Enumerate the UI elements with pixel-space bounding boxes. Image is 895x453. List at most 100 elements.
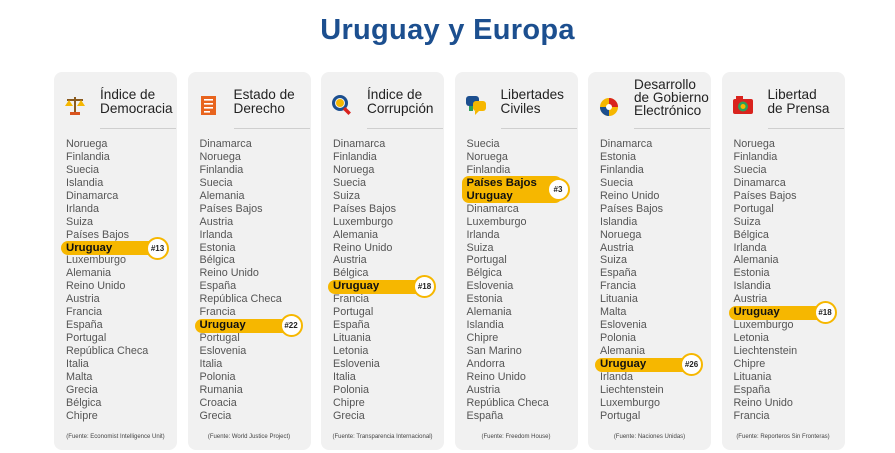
country-name: Finlandia <box>66 150 110 163</box>
rank-badge: #26 <box>680 353 703 377</box>
country-item: Austria <box>200 216 309 229</box>
country-item: Finlandia <box>600 164 709 177</box>
country-item: Alemania <box>333 229 442 242</box>
country-name: Polonia <box>199 370 236 383</box>
country-name: Suecia <box>199 176 233 189</box>
column-title-line: Índice de <box>367 87 423 102</box>
country-name: Suecia <box>66 163 100 176</box>
country-name: Andorra <box>466 357 505 370</box>
scale-icon <box>64 94 86 116</box>
country-item: Austria <box>600 242 709 255</box>
country-item: Finlandia <box>467 164 576 177</box>
country-name: Irlanda <box>733 241 767 254</box>
country-item: Francia <box>734 410 843 423</box>
country-name: Liechtenstein <box>600 383 664 396</box>
country-item: Países Bajos <box>734 190 843 203</box>
country-name: España <box>333 319 370 332</box>
country-name: Letonia <box>333 345 369 357</box>
country-item: Croacia <box>200 397 309 410</box>
country-item: España <box>333 319 442 332</box>
country-item: Rumania <box>200 384 309 397</box>
country-item: Polonia <box>200 371 309 384</box>
highlight-bar <box>461 176 562 204</box>
country-name: Países Bajos <box>600 202 664 215</box>
country-name: Dinamarca <box>600 138 653 150</box>
country-name: Finlandia <box>466 163 511 176</box>
country-item: Portugal <box>734 203 843 216</box>
country-name: Alemania <box>333 228 379 241</box>
country-item: Dinamarca <box>66 190 175 203</box>
country-item: Portugal <box>66 332 175 345</box>
country-item: Suiza <box>333 190 442 203</box>
country-item: Países Bajos <box>66 229 175 242</box>
country-name: Malta <box>600 306 627 319</box>
country-name: Países Bajos <box>199 202 263 215</box>
country-item: Grecia <box>200 410 309 423</box>
country-name: España <box>733 383 771 396</box>
country-name: Reino Unido <box>600 189 660 202</box>
highlight-bar <box>194 318 295 333</box>
country-name: Islandia <box>466 319 504 332</box>
country-item: Noruega <box>200 151 309 164</box>
country-item: Francia <box>600 280 709 293</box>
ranking-column: Libertad de Prensa Noruega Finlandia Suecia D… <box>721 72 845 450</box>
country-name: Noruega <box>733 138 775 150</box>
country-item: Islandia <box>734 280 843 293</box>
source-note: (Fuente: Transparencia Internacional) <box>332 434 433 440</box>
column-header: Estado de Derecho <box>196 78 310 129</box>
country-name: Liechtenstein <box>733 345 798 357</box>
country-name: Austria <box>333 254 367 267</box>
country-item: Irlanda <box>66 203 175 216</box>
country-item: Suecia <box>734 164 843 177</box>
country-item: Grecia <box>66 384 175 397</box>
column-title: Desarrollo de Gobierno Electrónico <box>634 78 714 118</box>
ranking-column: Libertades Civiles Suecia Noruega Finlandia P… <box>454 72 578 450</box>
country-item: Irlanda <box>600 371 709 384</box>
country-name: Estonia <box>600 150 637 163</box>
country-name: Suecia <box>600 176 634 189</box>
country-item: España <box>467 410 576 423</box>
header-divider <box>634 128 710 129</box>
country-item: Liechtenstein <box>734 345 843 358</box>
country-name: Austria <box>600 241 634 254</box>
country-item: Chipre <box>333 397 442 410</box>
country-name: Austria <box>733 293 768 306</box>
highlight-bar <box>61 241 161 256</box>
country-name: San Marino <box>466 345 522 357</box>
country-item: Suiza <box>600 254 709 267</box>
country-item: Bélgica <box>467 267 576 280</box>
column-header: Desarrollo de Gobierno Electrónico <box>596 78 710 129</box>
country-item: Suecia <box>66 164 175 177</box>
column-header: Libertad de Prensa <box>730 78 844 129</box>
country-name: Reino Unido <box>66 280 126 293</box>
country-name: Italia <box>333 370 356 383</box>
country-name: Chipre <box>66 409 98 422</box>
country-name: Uruguay <box>733 306 780 319</box>
magnifier-icon <box>331 94 353 116</box>
rank-badge: #13 <box>146 236 169 260</box>
country-item: Islandia <box>66 177 175 190</box>
country-name: Islandia <box>66 176 104 189</box>
country-name: Letonia <box>733 332 769 345</box>
country-name: Luxemburgo <box>733 319 794 332</box>
country-item: Islandia <box>600 216 709 229</box>
country-name: Reino Unido <box>333 241 393 254</box>
country-item: Suecia <box>600 177 709 190</box>
country-item: Suiza <box>734 216 843 229</box>
column-header: Libertades Civiles <box>463 78 577 129</box>
country-name: Eslovenia <box>466 280 514 293</box>
country-item: Reino Unido <box>467 371 576 384</box>
country-name: España <box>66 319 103 332</box>
country-item: Noruega <box>467 151 576 164</box>
country-item: Países Bajos <box>200 203 309 216</box>
country-item: Polonia <box>600 332 709 345</box>
country-name: Portugal <box>333 306 374 319</box>
country-item: Finlandia <box>66 151 175 164</box>
column-title: Índice de Democracia <box>100 88 180 115</box>
country-item: Suecia <box>200 177 309 190</box>
country-name: Bélgica <box>199 254 235 267</box>
country-item: Bélgica <box>200 254 309 267</box>
country-name: Suecia <box>466 138 500 150</box>
country-name: Eslovenia <box>333 357 380 370</box>
country-item: Austria <box>66 293 175 306</box>
